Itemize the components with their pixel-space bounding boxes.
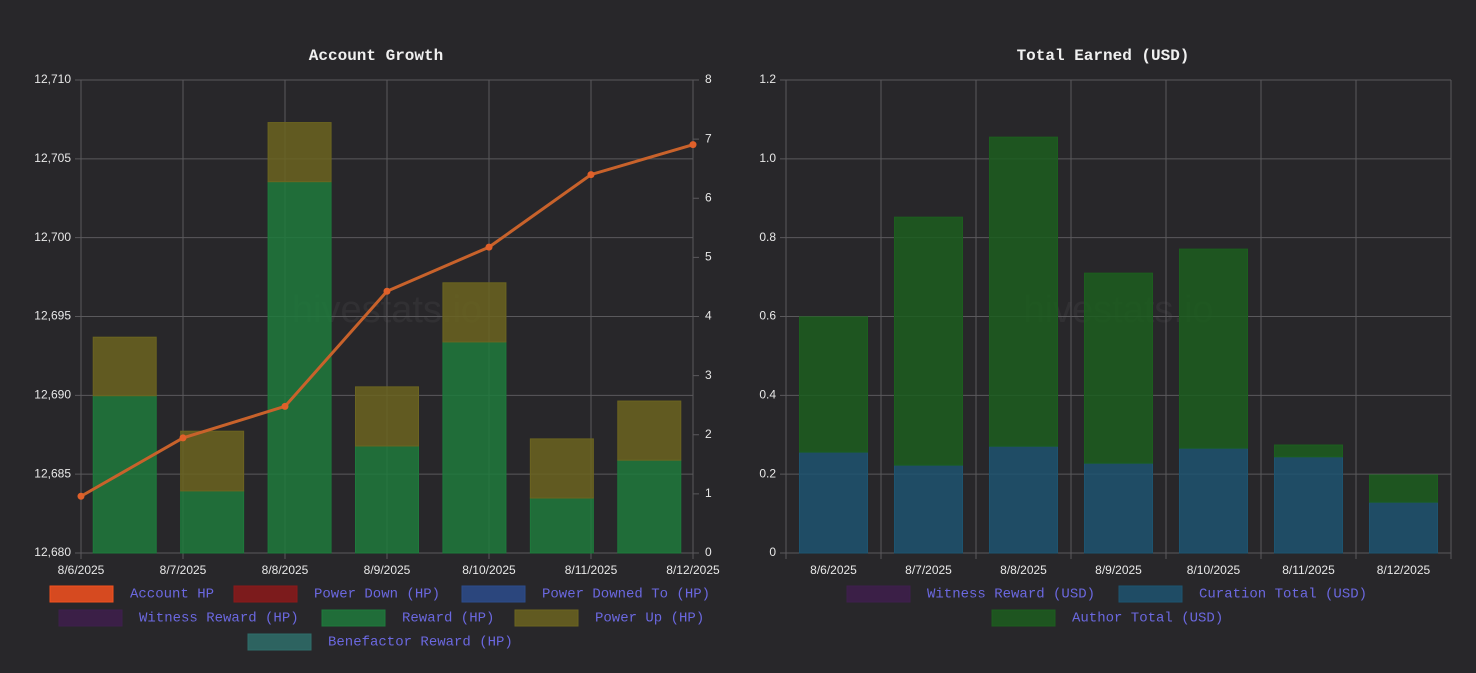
bar xyxy=(617,400,682,461)
point xyxy=(485,243,493,251)
y2-tick-label: 1 xyxy=(705,486,712,500)
bar xyxy=(894,464,963,554)
x-tick-label: 8/9/2025 xyxy=(364,563,411,577)
point xyxy=(281,402,289,410)
legend-swatch xyxy=(514,609,579,627)
y-tick-label: 0.6 xyxy=(759,309,776,323)
x-tick-label: 8/7/2025 xyxy=(160,563,207,577)
y-tick-label: 0 xyxy=(769,545,776,559)
y2-tick-label: 5 xyxy=(705,250,712,264)
bar xyxy=(617,459,682,554)
y2-tick-label: 3 xyxy=(705,368,712,382)
point xyxy=(689,141,697,149)
y-tick-label: 0.2 xyxy=(759,466,776,480)
legend-swatch xyxy=(247,633,312,651)
bar xyxy=(529,438,594,499)
legend-label: Author Total (USD) xyxy=(1072,611,1223,627)
legend-label: Curation Total (USD) xyxy=(1199,587,1367,603)
legend-swatch xyxy=(461,585,526,603)
bar xyxy=(92,395,157,554)
bar xyxy=(355,386,419,447)
legend-label: Power Downed To (HP) xyxy=(542,587,710,603)
y-tick-label: 12,690 xyxy=(34,388,71,402)
legend-swatch xyxy=(991,609,1056,627)
bar xyxy=(799,316,868,453)
bar xyxy=(799,451,868,554)
legend-swatch xyxy=(1118,585,1183,603)
x-tick-label: 8/9/2025 xyxy=(1095,563,1142,577)
bar xyxy=(989,445,1058,554)
bar xyxy=(92,336,157,397)
point xyxy=(77,492,85,500)
y-tick-label: 12,710 xyxy=(34,72,71,86)
bar xyxy=(529,497,594,554)
legend-label: Account HP xyxy=(130,587,214,603)
y-tick-label: 12,685 xyxy=(34,466,71,480)
bar xyxy=(989,136,1058,447)
x-tick-label: 8/10/2025 xyxy=(1187,563,1241,577)
y2-tick-label: 6 xyxy=(705,190,712,204)
bar xyxy=(1084,462,1153,554)
point xyxy=(383,287,391,295)
legend-label: Witness Reward (HP) xyxy=(139,611,299,627)
x-tick-label: 8/12/2025 xyxy=(1377,563,1431,577)
y2-tick-label: 7 xyxy=(705,131,712,145)
y-tick-label: 1.0 xyxy=(759,151,776,165)
bar xyxy=(1369,474,1438,503)
bar xyxy=(1369,501,1438,554)
y2-tick-label: 4 xyxy=(705,309,712,323)
bar xyxy=(355,445,419,554)
y2-tick-label: 2 xyxy=(705,427,712,441)
legend-swatch xyxy=(846,585,911,603)
bar xyxy=(1179,447,1248,554)
bar xyxy=(180,430,245,492)
y-tick-label: 0.4 xyxy=(759,388,776,402)
bar xyxy=(442,282,507,343)
y-tick-label: 12,695 xyxy=(34,309,71,323)
y-tick-label: 12,700 xyxy=(34,230,71,244)
y-tick-label: 12,705 xyxy=(34,151,71,165)
y2-tick-label: 0 xyxy=(705,545,712,559)
legend-label: Reward (HP) xyxy=(402,611,494,627)
point xyxy=(587,171,595,179)
bar xyxy=(1274,456,1343,554)
y2-tick-label: 8 xyxy=(705,72,712,86)
x-tick-label: 8/12/2025 xyxy=(666,563,720,577)
bar xyxy=(442,341,507,554)
y-tick-label: 12,680 xyxy=(34,545,71,559)
x-tick-label: 8/8/2025 xyxy=(262,563,309,577)
x-tick-label: 8/10/2025 xyxy=(462,563,516,577)
legend-swatch xyxy=(58,609,123,627)
bar xyxy=(1179,248,1248,449)
bar xyxy=(267,122,332,183)
bar xyxy=(1274,444,1343,458)
bar xyxy=(267,181,332,554)
legend-label: Witness Reward (USD) xyxy=(927,587,1095,603)
point xyxy=(179,434,187,442)
x-tick-label: 8/6/2025 xyxy=(810,563,857,577)
x-tick-label: 8/11/2025 xyxy=(1282,563,1335,577)
legend-label: Power Up (HP) xyxy=(595,611,704,627)
legend-swatch xyxy=(321,609,386,627)
y-tick-label: 0.8 xyxy=(759,230,776,244)
y-tick-label: 1.2 xyxy=(759,72,776,86)
legend-label: Power Down (HP) xyxy=(314,587,440,603)
bar xyxy=(894,216,963,466)
legend-swatch xyxy=(233,585,298,603)
bar xyxy=(180,490,245,554)
bar xyxy=(1084,272,1153,464)
legend-label: Benefactor Reward (HP) xyxy=(328,635,513,651)
chart-title: Account Growth xyxy=(309,47,443,65)
x-tick-label: 8/7/2025 xyxy=(905,563,952,577)
x-tick-label: 8/6/2025 xyxy=(58,563,105,577)
chart-title: Total Earned (USD) xyxy=(1017,47,1190,65)
x-tick-label: 8/8/2025 xyxy=(1000,563,1047,577)
x-tick-label: 8/11/2025 xyxy=(565,563,618,577)
legend-swatch xyxy=(49,585,114,603)
